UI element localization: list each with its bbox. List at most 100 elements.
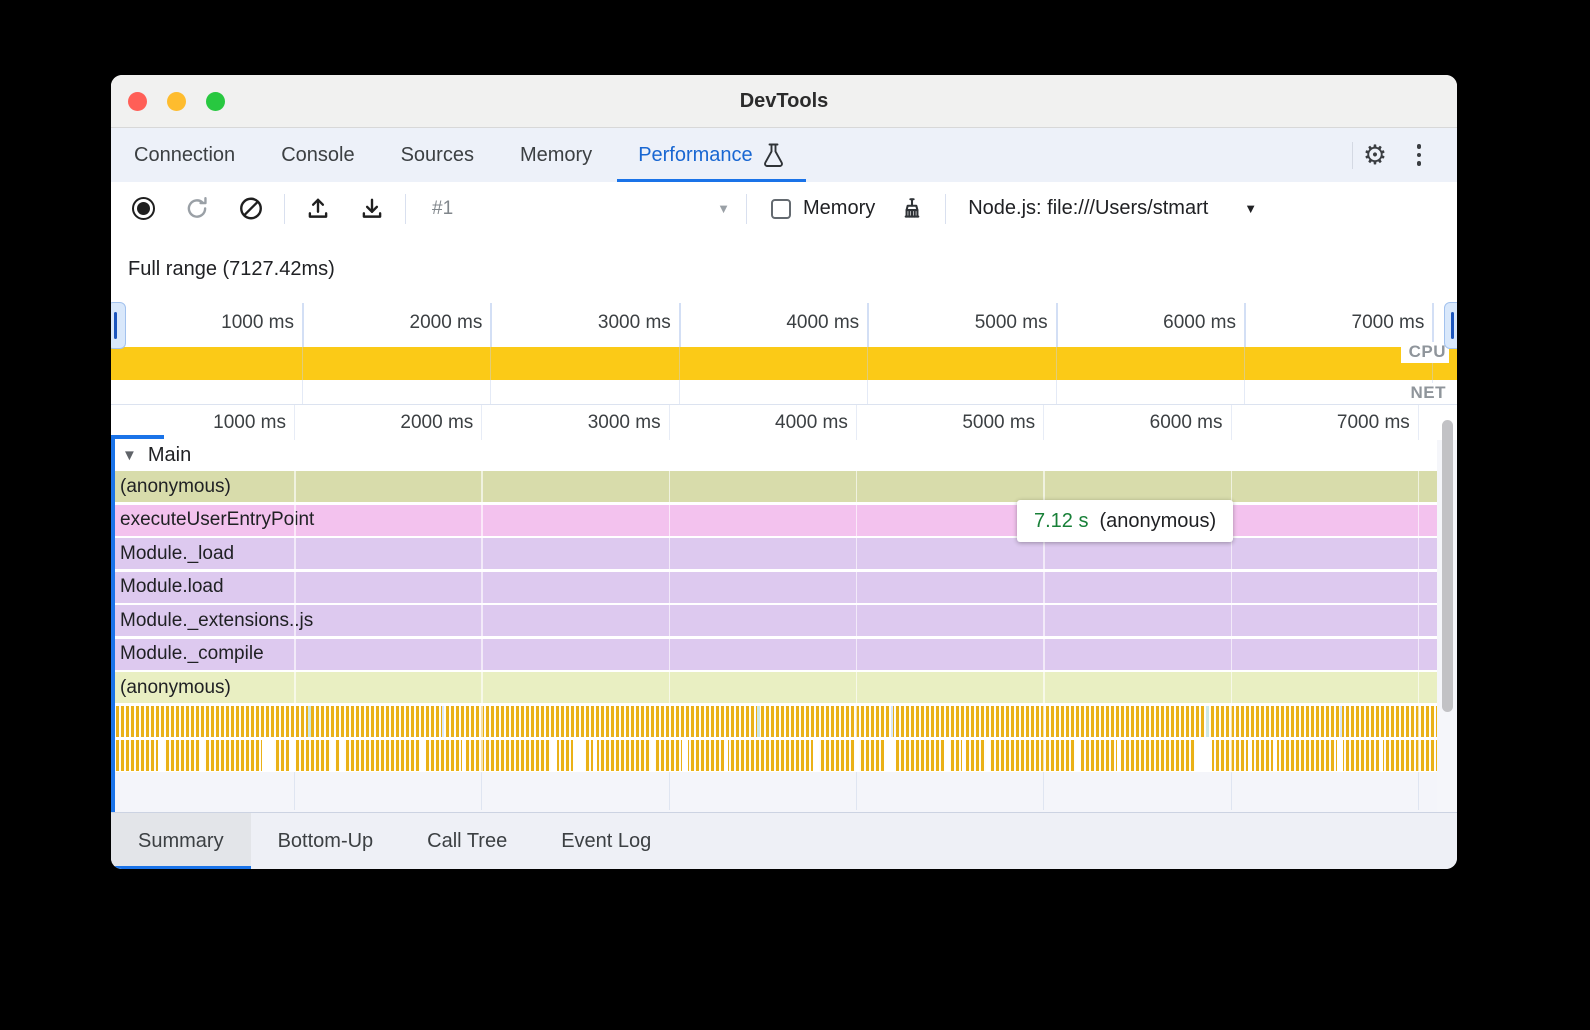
range-selector-left-handle[interactable] <box>111 302 126 349</box>
save-profile-button[interactable] <box>359 194 385 224</box>
selected-track-indicator-vertical <box>111 435 115 812</box>
flame-grid-line <box>855 772 857 810</box>
frame-tooltip: 7.12 s (anonymous) <box>1017 500 1234 542</box>
upload-icon <box>308 198 328 218</box>
flame-grid-line <box>1043 772 1045 810</box>
timeline-overview: 1000 ms 2000 ms 3000 ms 4000 ms 5000 ms 6000 … <box>111 302 1457 405</box>
overview-tick-line <box>1432 303 1435 347</box>
flame-grid-line <box>668 772 670 810</box>
flame-chart-empty-area <box>111 772 1457 812</box>
flame-tick-label: 2000 ms <box>400 412 474 433</box>
overview-tick-line <box>1055 303 1058 347</box>
flame-microtask-bars-row-1[interactable] <box>111 706 1437 737</box>
download-icon <box>362 198 382 218</box>
close-window-button[interactable] <box>128 92 147 111</box>
settings-button[interactable]: ⚙ <box>1353 133 1397 177</box>
flame-grid-line <box>1417 440 1420 772</box>
flame-tick-line <box>1230 405 1232 440</box>
flame-tick-line <box>481 405 483 440</box>
js-context-label: Node.js: file:///Users/stmart <box>968 197 1209 219</box>
overview-tick-label: 2000 ms <box>409 312 483 333</box>
full-range-label: Full range (7127.42ms) <box>128 257 335 280</box>
flame-row[interactable]: (anonymous) <box>111 672 1437 703</box>
flame-grid-line <box>1417 772 1419 810</box>
flame-row-label: Module._compile <box>120 643 264 664</box>
flame-tick-line <box>294 405 295 440</box>
overview-grid-line <box>1432 347 1434 404</box>
flame-grid-line <box>1230 440 1232 772</box>
cpu-activity-band <box>111 347 1457 380</box>
range-selector-right-handle[interactable] <box>1444 302 1457 349</box>
memory-checkbox[interactable] <box>771 198 791 219</box>
overview-grid-line <box>1244 347 1245 404</box>
flame-row[interactable]: Module._compile <box>111 638 1437 670</box>
overview-tick-label: 7000 ms <box>1351 312 1425 333</box>
flame-tick-label: 1000 ms <box>213 412 286 433</box>
tab-performance[interactable]: Performance <box>615 128 808 182</box>
tab-event-log[interactable]: Event Log <box>561 829 652 852</box>
flame-row[interactable]: executeUserEntryPoint <box>111 504 1437 536</box>
overview-tick-label: 6000 ms <box>1163 312 1236 333</box>
tabbar-divider <box>1352 141 1353 169</box>
net-band-label: NET <box>1402 383 1449 404</box>
flame-microtask-bars-row-2[interactable] <box>111 740 1437 771</box>
overview-tick-label: 3000 ms <box>597 312 671 333</box>
memory-checkbox-label[interactable]: Memory <box>771 197 875 220</box>
traffic-lights <box>128 92 225 111</box>
clear-button[interactable] <box>238 194 264 224</box>
flame-grid-line <box>1230 772 1232 810</box>
overview-tick-line <box>302 303 304 347</box>
tab-summary[interactable]: Summary <box>111 813 251 869</box>
main-track-header[interactable]: ▼ Main <box>111 440 191 471</box>
tab-sources[interactable]: Sources <box>400 143 474 166</box>
flame-row-label: executeUserEntryPoint <box>120 509 315 530</box>
record-button[interactable] <box>130 194 156 224</box>
more-options-button[interactable] <box>1397 133 1441 177</box>
tab-memory[interactable]: Memory <box>519 143 593 166</box>
flame-row[interactable]: (anonymous) <box>111 471 1437 502</box>
overview-tick-line <box>867 303 870 347</box>
overview-tick-label: 1000 ms <box>221 312 294 333</box>
performance-toolbar: #1 ▼ Memory Node.js: file:///Users/stmar… <box>111 182 1457 235</box>
tab-bottom-up[interactable]: Bottom-Up <box>277 829 374 852</box>
tab-console[interactable]: Console <box>281 143 355 166</box>
flame-row[interactable]: Module._extensions..js <box>111 605 1437 636</box>
experiment-flask-icon <box>762 143 785 168</box>
chevron-down-icon: ▼ <box>1244 201 1258 216</box>
flame-tick-label: 6000 ms <box>1149 412 1223 433</box>
flame-row-label: Module.load <box>120 576 224 597</box>
flame-row-label: Module._extensions..js <box>120 609 314 631</box>
tab-connection[interactable]: Connection <box>134 143 236 166</box>
vertical-scrollbar-thumb[interactable] <box>1442 420 1453 712</box>
flame-row[interactable]: Module._load <box>111 538 1437 569</box>
profile-session-select[interactable]: #1 ▼ <box>412 198 740 220</box>
overview-grid-line <box>490 347 492 404</box>
flame-tick-line <box>1417 405 1419 440</box>
minimize-window-button[interactable] <box>167 92 186 111</box>
collect-garbage-button[interactable] <box>899 194 925 224</box>
js-context-select[interactable]: Node.js: file:///Users/stmart ▼ <box>968 197 1257 220</box>
flame-rows: (anonymous) executeUserEntryPoint Module._… <box>111 471 1437 706</box>
flame-row[interactable]: Module.load <box>111 571 1437 603</box>
tabbar-actions: ⚙ <box>1352 128 1457 182</box>
overview-tick-line <box>1244 303 1246 347</box>
overview-tick-line <box>678 303 681 347</box>
overview-tick-label: 5000 ms <box>974 312 1048 333</box>
session-label: #1 <box>432 197 454 219</box>
flame-tick-label: 4000 ms <box>775 412 848 433</box>
flame-tick-line <box>1043 405 1045 440</box>
collapse-triangle-icon[interactable]: ▼ <box>122 447 137 464</box>
zoom-window-button[interactable] <box>206 92 225 111</box>
toolbar-divider <box>405 193 406 224</box>
reload-and-record-button[interactable] <box>184 194 210 224</box>
flame-tick-label: 5000 ms <box>962 412 1036 433</box>
chevron-down-icon: ▼ <box>717 201 730 216</box>
load-profile-button[interactable] <box>305 194 331 224</box>
overview-tick-line <box>490 303 493 347</box>
record-icon <box>131 197 155 220</box>
window-title: DevTools <box>739 89 829 112</box>
tab-call-tree[interactable]: Call Tree <box>427 829 508 852</box>
clear-icon <box>240 197 262 220</box>
reload-icon <box>187 197 207 218</box>
detail-tab-bar: Summary Bottom-Up Call Tree Event Log <box>111 812 1457 869</box>
